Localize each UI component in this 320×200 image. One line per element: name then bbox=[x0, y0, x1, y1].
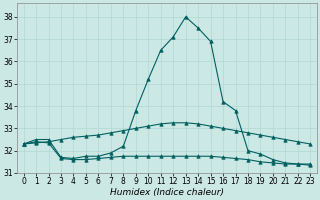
X-axis label: Humidex (Indice chaleur): Humidex (Indice chaleur) bbox=[110, 188, 224, 197]
